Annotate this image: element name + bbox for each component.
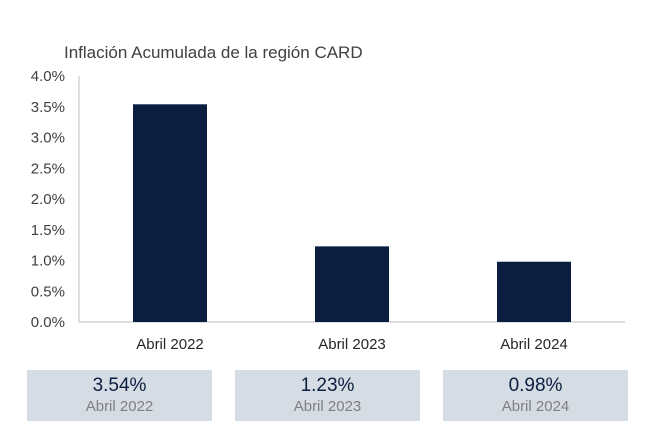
x-tick-label: Abril 2022: [136, 336, 204, 353]
y-tick-label: 3.5%: [31, 99, 65, 116]
chart-title: Inflación Acumulada de la región CARD: [64, 43, 363, 62]
x-tick-label: Abril 2023: [318, 336, 386, 353]
summary-card-2023: 1.23% Abril 2023: [235, 370, 420, 421]
y-tick-label: 0.0%: [31, 314, 65, 331]
card-value: 1.23%: [300, 374, 355, 396]
bar: [497, 261, 571, 322]
y-tick-label: 2.5%: [31, 160, 65, 177]
y-tick-label: 1.5%: [31, 222, 65, 239]
summary-card-2024: 0.98% Abril 2024: [443, 370, 628, 421]
card-label: Abril 2023: [293, 397, 362, 415]
bars: [133, 104, 571, 322]
card-label: Abril 2024: [501, 397, 570, 415]
y-tick-label: 1.0%: [31, 253, 65, 270]
card-label: Abril 2022: [85, 397, 154, 415]
y-tick-label: 2.0%: [31, 191, 65, 208]
bar: [133, 104, 207, 322]
card-value: 3.54%: [92, 374, 147, 396]
summary-card-2022: 3.54% Abril 2022: [27, 370, 212, 421]
y-tick-label: 4.0%: [31, 68, 65, 85]
x-axis-ticks: Abril 2022 Abril 2023 Abril 2024: [136, 336, 568, 353]
card-value: 0.98%: [508, 374, 563, 396]
y-tick-label: 3.0%: [31, 130, 65, 147]
y-axis-ticks: 0.0% 0.5% 1.0% 1.5% 2.0% 2.5% 3.0% 3.5% 4.0%: [31, 68, 65, 331]
x-tick-label: Abril 2024: [500, 336, 568, 353]
bar: [315, 246, 389, 322]
bar-chart: 0.0% 0.5% 1.0% 1.5% 2.0% 2.5% 3.0% 3.5% 4.0% Abr…: [31, 68, 625, 353]
y-tick-label: 0.5%: [31, 283, 65, 300]
